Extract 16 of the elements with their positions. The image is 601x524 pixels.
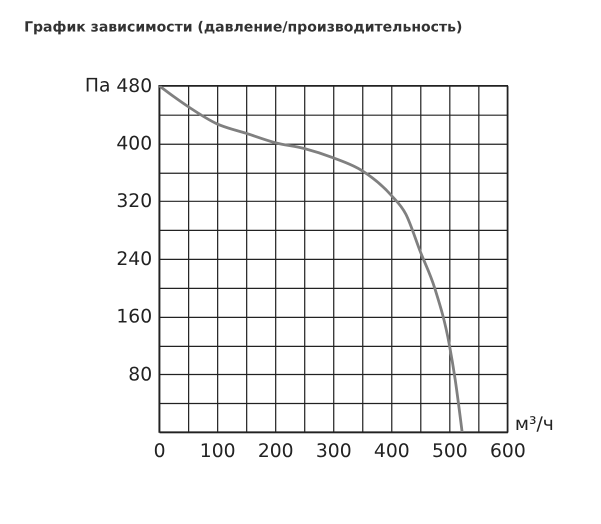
x-tick-label: 300 [316,440,352,462]
x-tick-label: 600 [490,440,526,462]
x-tick-label: 200 [258,440,294,462]
x-tick-label: 0 [154,440,166,462]
y-axis-title: Па [84,75,110,96]
y-tick-label: 240 [116,248,152,270]
y-tick-label: 480 [116,76,152,97]
x-axis-title: м³/ч [514,414,554,436]
y-tick-label: 160 [116,306,152,328]
chart-title: График зависимости (давление/производительность) [24,19,462,36]
y-tick-label: 320 [116,191,152,212]
x-tick-label: 100 [200,440,236,462]
y-tick-label: 400 [116,134,152,155]
x-tick-label: 500 [432,440,468,462]
y-tick-label: 80 [128,364,152,386]
x-tick-label: 400 [374,440,410,462]
